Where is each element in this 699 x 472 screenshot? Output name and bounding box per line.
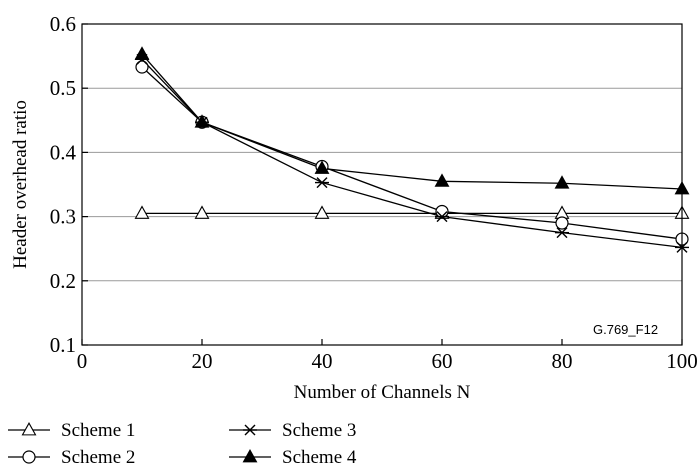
y-axis-title: Header overhead ratio: [10, 100, 31, 269]
x-tick-label: 0: [77, 349, 88, 373]
scheme-3-point: [315, 177, 329, 189]
scheme-4-point: [434, 173, 450, 187]
x-tick-label: 100: [666, 349, 698, 373]
series-lines: [141, 53, 683, 249]
x-tick-label: 20: [192, 349, 213, 373]
scheme-4-point: [314, 160, 330, 174]
gridlines: [82, 87, 682, 282]
axis-ticks: 0 20 40 60 80 100 0.1 0.2 0.3 0.4 0.5 0.6: [50, 12, 698, 373]
legend-label: Scheme 4: [282, 447, 357, 468]
y-tick-label: 0.1: [50, 333, 76, 357]
plot-area-frame: [81, 23, 683, 346]
legend-item-scheme-4: Scheme 4: [229, 447, 357, 468]
y-tick-label: 0.4: [50, 140, 77, 164]
scheme-3-line: [141, 58, 683, 249]
scheme-4-line: [141, 53, 683, 190]
y-tick-label: 0.6: [50, 12, 76, 36]
scheme-1-point: [314, 205, 330, 219]
scheme-3-point: [555, 227, 569, 239]
scheme-2-point: [135, 60, 149, 74]
scheme-4-point: [554, 175, 570, 189]
y-tick-label: 0.5: [50, 76, 76, 100]
legend-marker-scheme-2: [22, 450, 36, 464]
legend-item-scheme-3: Scheme 3: [229, 420, 356, 441]
scheme-1-point: [134, 205, 150, 219]
figure-id-label: G.769_F12: [593, 322, 658, 337]
legend-label: Scheme 3: [282, 420, 356, 441]
x-axis-title: Number of Channels N: [294, 382, 471, 403]
legend: Scheme 1 Scheme 2 Scheme 3 Scheme 4: [8, 420, 357, 468]
series-markers: [134, 46, 690, 253]
scheme-4-point: [134, 46, 150, 60]
legend-item-scheme-2: Scheme 2: [8, 447, 135, 468]
y-tick-label: 0.2: [50, 269, 76, 293]
legend-item-scheme-1: Scheme 1: [8, 420, 135, 441]
legend-marker-scheme-1: [21, 422, 37, 436]
scheme-2-line: [141, 66, 683, 240]
scheme-4-point: [194, 114, 210, 128]
y-tick-label: 0.3: [50, 205, 76, 229]
legend-label: Scheme 1: [61, 420, 135, 441]
x-tick-label: 80: [552, 349, 573, 373]
scheme-3-point: [435, 211, 449, 223]
legend-label: Scheme 2: [61, 447, 135, 468]
x-tick-label: 40: [312, 349, 333, 373]
scheme-1-point: [194, 205, 210, 219]
legend-marker-scheme-4: [242, 449, 258, 463]
legend-marker-scheme-3: [243, 424, 257, 436]
scheme-2-point: [555, 216, 569, 230]
x-tick-label: 60: [432, 349, 453, 373]
